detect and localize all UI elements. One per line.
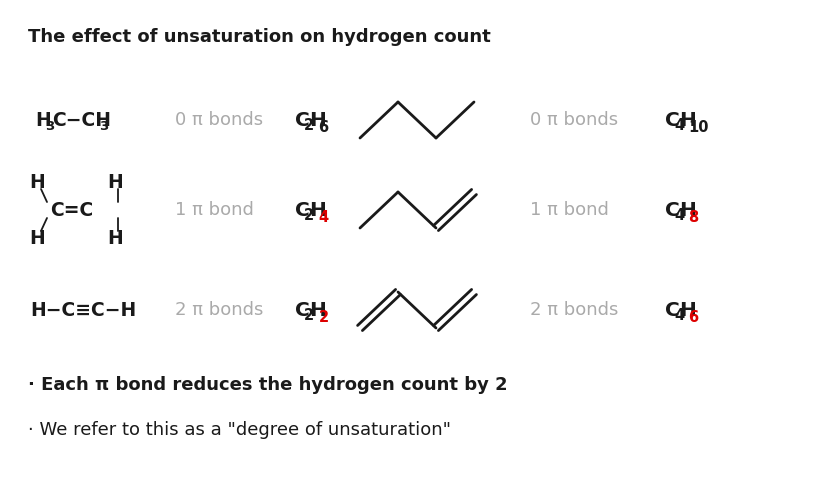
Text: H−C≡C−H: H−C≡C−H bbox=[30, 301, 136, 320]
Text: H: H bbox=[35, 110, 51, 129]
Text: H: H bbox=[309, 201, 326, 220]
Text: 1 π bond: 1 π bond bbox=[530, 201, 609, 219]
Text: H: H bbox=[107, 172, 123, 191]
Text: H: H bbox=[680, 110, 696, 129]
Text: H: H bbox=[107, 228, 123, 247]
Text: C=C: C=C bbox=[50, 201, 94, 220]
Text: C−CH: C−CH bbox=[52, 110, 111, 129]
Text: The effect of unsaturation on hydrogen count: The effect of unsaturation on hydrogen c… bbox=[28, 28, 491, 46]
Text: 8: 8 bbox=[689, 210, 699, 225]
Text: 0 π bonds: 0 π bonds bbox=[175, 111, 263, 129]
Text: H: H bbox=[680, 301, 696, 320]
Text: 1 π bond: 1 π bond bbox=[175, 201, 254, 219]
Text: H: H bbox=[680, 201, 696, 220]
Text: 10: 10 bbox=[689, 120, 709, 135]
Text: 6: 6 bbox=[689, 310, 699, 325]
Text: 6: 6 bbox=[319, 120, 329, 135]
Text: 4: 4 bbox=[674, 118, 685, 133]
Text: · Each π bond reduces the hydrogen count by 2: · Each π bond reduces the hydrogen count… bbox=[28, 376, 507, 394]
Text: H: H bbox=[309, 301, 326, 320]
Text: 4: 4 bbox=[674, 208, 685, 223]
Text: 3: 3 bbox=[99, 120, 108, 133]
Text: 2: 2 bbox=[304, 208, 314, 223]
Text: 2: 2 bbox=[319, 310, 329, 325]
Text: 2: 2 bbox=[304, 308, 314, 323]
Text: 3: 3 bbox=[45, 120, 54, 133]
Text: C: C bbox=[295, 301, 310, 320]
Text: 2: 2 bbox=[304, 118, 314, 133]
Text: 4: 4 bbox=[319, 210, 329, 225]
Text: · We refer to this as a "degree of unsaturation": · We refer to this as a "degree of unsat… bbox=[28, 421, 451, 439]
Text: H: H bbox=[29, 172, 45, 191]
Text: C: C bbox=[295, 110, 310, 129]
Text: 0 π bonds: 0 π bonds bbox=[530, 111, 618, 129]
Text: 2 π bonds: 2 π bonds bbox=[530, 301, 619, 319]
Text: H: H bbox=[29, 228, 45, 247]
Text: 4: 4 bbox=[674, 308, 685, 323]
Text: H: H bbox=[309, 110, 326, 129]
Text: C: C bbox=[665, 201, 680, 220]
Text: C: C bbox=[665, 301, 680, 320]
Text: 2 π bonds: 2 π bonds bbox=[175, 301, 263, 319]
Text: C: C bbox=[295, 201, 310, 220]
Text: C: C bbox=[665, 110, 680, 129]
